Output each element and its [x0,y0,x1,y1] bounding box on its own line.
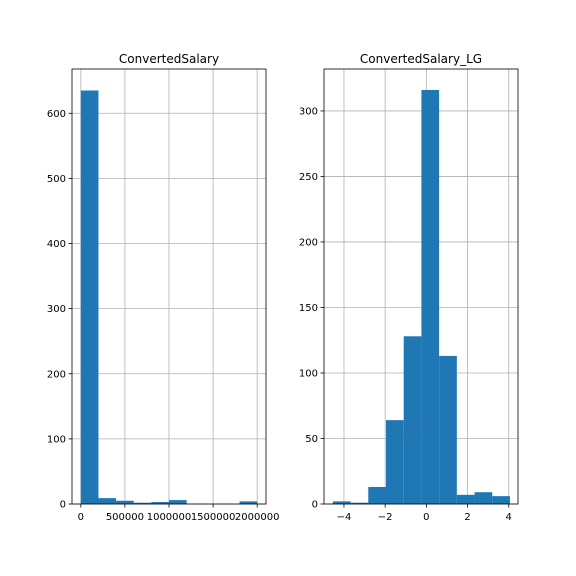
histogram-bar [474,492,493,504]
histogram-bar [403,336,422,504]
histogram-bar [151,502,169,504]
y-tick-label: 400 [47,239,66,250]
y-tick-label: 600 [47,109,66,120]
x-tick-label: −4 [337,512,352,523]
grid-lines [324,69,518,505]
y-tick-label: 200 [47,369,66,380]
y-tick-label: 0 [312,500,318,511]
x-tick-label: 2 [464,512,470,523]
y-tick-label: 100 [47,434,66,445]
grid-lines [72,69,266,505]
histogram-bar [350,502,369,504]
axis-ticks: 0 500000 1000000 1500000 2000000 0 100 200 300 40… [47,109,280,523]
axis-ticks: −4 −2 0 2 4 0 50 100 150 200 250 300 [299,106,512,523]
y-tick-label: 500 [47,174,66,185]
x-tick-label: 0 [78,512,84,523]
histogram-bar [421,89,440,504]
x-tick-label: 1500000 [191,512,236,523]
histogram-bar [492,496,510,504]
y-tick-label: 50 [305,434,318,445]
chart-title: ConvertedSalary [119,52,219,66]
histogram-bar [439,355,457,504]
y-tick-label: 300 [299,106,318,117]
histogram-bar [98,498,117,504]
chart-title: ConvertedSalary_LG [360,52,482,66]
histogram-bar [332,501,351,504]
x-tick-label: 0 [423,512,429,523]
histogram-bar [385,420,404,504]
histogram-bars [332,89,510,504]
x-tick-label: 500000 [106,512,144,523]
y-tick-label: 150 [299,303,318,314]
y-tick-label: 300 [47,304,66,315]
histogram-bar [133,502,152,504]
histogram-bars [80,90,258,505]
histogram-bar [80,90,99,505]
y-tick-label: 250 [299,172,318,183]
histogram-bar [368,486,386,504]
x-tick-label: 1000000 [147,512,192,523]
y-tick-label: 200 [299,237,318,248]
x-tick-label: −2 [378,512,393,523]
histogram-bar [169,500,187,504]
chart-panel-converted-salary: 0 500000 1000000 1500000 2000000 0 100 200 300 40… [47,52,280,523]
x-tick-label: 2000000 [235,512,280,523]
x-tick-label: 4 [506,512,512,523]
y-tick-label: 0 [60,500,66,511]
chart-panel-converted-salary-lg: −4 −2 0 2 4 0 50 100 150 200 250 300 ConvertedSalar… [299,52,519,523]
histogram-bar [456,494,475,504]
y-tick-label: 100 [299,368,318,379]
histogram-bar [239,501,258,504]
histogram-bar [116,500,134,504]
axes-frame [323,68,519,505]
